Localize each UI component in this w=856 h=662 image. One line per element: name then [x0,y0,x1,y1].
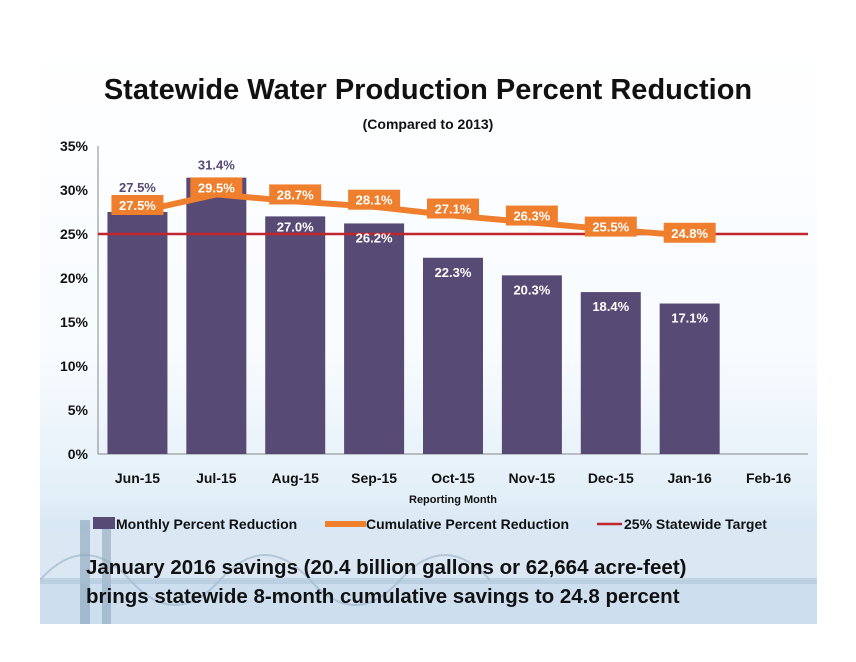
bar [344,223,405,454]
cumulative-data-label: 27.1% [435,202,472,217]
bar [186,177,247,454]
x-tick-label: Dec-15 [588,470,634,486]
cumulative-data-label: 27.5% [119,198,156,213]
x-tick-label: Oct-15 [431,470,475,486]
cumulative-data-label: 25.5% [592,220,629,235]
y-tick-label: 15% [60,314,89,330]
x-tick-label: Feb-16 [746,470,791,486]
y-tick-label: 30% [60,182,89,198]
y-tick-label: 5% [68,402,89,418]
cumulative-data-label: 26.3% [513,209,550,224]
caption-line-2: brings statewide 8-month cumulative savi… [86,585,680,608]
y-tick-label: 25% [60,226,89,242]
bar-data-label: 27.5% [119,180,156,195]
cumulative-label-box [269,184,322,205]
legend-label-monthly: Monthly Percent Reduction [116,516,297,532]
bar-data-label: 27.0% [277,219,314,234]
caption: January 2016 savings (20.4 billion gallo… [86,553,686,611]
y-tick-label: 10% [60,358,89,374]
bar-data-label: 20.3% [513,282,550,297]
cumulative-label-box [427,198,479,219]
bar [659,303,720,454]
bar [423,257,483,454]
y-tick-label: 20% [60,270,89,286]
cumulative-label-box [348,189,401,210]
bar [265,216,326,454]
bar-data-label: 18.4% [592,299,629,314]
cumulative-data-label: 29.5% [198,180,235,195]
legend-swatch-monthly [93,517,115,529]
cumulative-label-box [505,205,558,226]
x-tick-label: Aug-15 [271,470,319,486]
y-tick-label: 0% [68,446,89,462]
caption-line-1: January 2016 savings (20.4 billion gallo… [86,556,687,579]
x-tick-label: Jun-15 [115,470,160,486]
cumulative-label-box [190,177,243,198]
legend-label-cumulative: Cumulative Percent Reduction [366,516,569,532]
x-axis-title: Reporting Month [409,494,497,506]
chart-subtitle: (Compared to 2013) [362,116,494,132]
bar-data-label: 26.2% [356,230,393,245]
bar [501,275,562,454]
legend-label-target: 25% Statewide Target [624,516,767,532]
cumulative-label-box [663,222,716,243]
cumulative-data-label: 28.7% [277,187,314,202]
cumulative-data-label: 24.8% [671,226,708,241]
x-tick-label: Jan-16 [667,470,712,486]
chart-title: Statewide Water Production Percent Reduc… [103,74,753,106]
x-tick-label: Sep-15 [351,470,397,486]
bar-data-label: 31.4% [198,158,235,173]
bridge-background-image [40,520,817,624]
x-tick-label: Jul-15 [196,470,237,486]
bar-data-label: 17.1% [671,311,708,326]
cumulative-data-label: 28.1% [356,193,393,208]
bar [580,292,641,454]
cumulative-label-box [584,216,637,237]
bar [107,212,168,454]
cumulative-label-box [111,195,164,215]
bar-data-label: 22.3% [435,265,472,280]
x-tick-label: Nov-15 [509,470,556,486]
y-tick-label: 35% [60,138,89,154]
